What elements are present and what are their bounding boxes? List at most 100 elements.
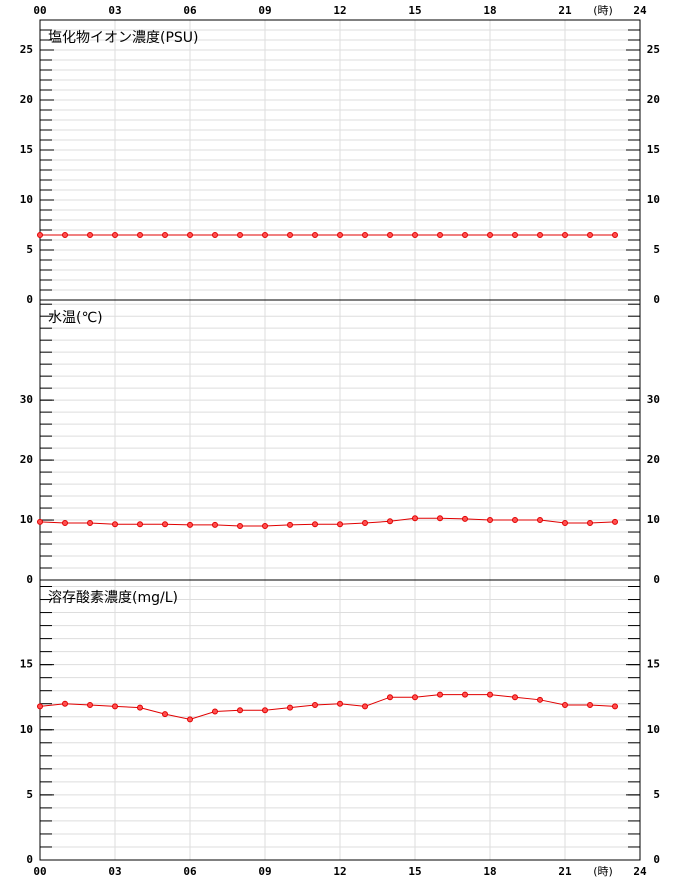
data-point [412, 694, 418, 701]
data-point [187, 716, 193, 723]
panel-title: 塩化物イオン濃度(PSU) [48, 30, 199, 46]
y-tick-label: 10 [20, 513, 33, 526]
x-tick-label: 03 [108, 4, 121, 17]
data-point [587, 520, 593, 527]
data-point [512, 517, 518, 524]
data-point [462, 515, 468, 522]
y-tick-label: 0 [26, 573, 33, 586]
series-line [39, 517, 616, 527]
x-tick-label: 09 [258, 4, 271, 17]
data-point [62, 700, 68, 707]
x-tick-label: 15 [408, 4, 421, 17]
data-point [437, 515, 443, 522]
data-point [87, 520, 93, 527]
y-tick-label-right: 10 [647, 723, 660, 736]
panel-frame [39, 579, 641, 861]
data-point [37, 232, 43, 238]
data-point [612, 232, 618, 238]
data-point [337, 232, 343, 238]
data-point [62, 520, 68, 527]
y-tick-label: 10 [20, 723, 33, 736]
data-point [112, 521, 118, 528]
data-point [162, 711, 168, 718]
x-tick-label: 18 [483, 4, 496, 17]
x-tick-label: 06 [183, 4, 197, 17]
data-point [287, 704, 293, 711]
data-point [587, 232, 593, 238]
data-point [362, 520, 368, 527]
data-point [262, 707, 268, 714]
x-tick-label: 21 [558, 4, 572, 17]
data-point [462, 691, 468, 698]
x-tick-label: 21 [558, 865, 572, 878]
data-point [212, 232, 218, 238]
y-tick-label: 20 [20, 93, 33, 106]
data-point [462, 232, 468, 238]
y-tick-label-right: 0 [653, 853, 660, 866]
y-tick-label: 5 [26, 243, 33, 256]
data-point [212, 521, 218, 528]
data-point [537, 696, 543, 703]
data-point [587, 702, 593, 709]
data-point [137, 704, 143, 711]
x-tick-label: 24 [633, 4, 647, 17]
data-point [87, 702, 93, 709]
data-point [512, 694, 518, 701]
x-tick-label: 15 [408, 865, 421, 878]
data-point [612, 518, 618, 525]
data-point [312, 521, 318, 528]
data-point [62, 232, 68, 238]
x-unit-label: (時) [593, 4, 613, 17]
data-point [487, 691, 493, 698]
y-tick-label: 0 [26, 853, 33, 866]
x-tick-label: 12 [333, 865, 346, 878]
x-tick-label: 00 [33, 4, 46, 17]
y-tick-label: 0 [26, 293, 33, 306]
x-tick-label: 06 [183, 865, 197, 878]
y-tick-label-right: 15 [647, 143, 660, 156]
x-tick-label: 09 [258, 865, 271, 878]
y-tick-label: 15 [20, 658, 33, 671]
data-point [137, 232, 143, 238]
data-point [262, 232, 268, 238]
y-tick-label: 10 [20, 193, 33, 206]
panel-title: 水温(℃) [48, 310, 103, 326]
y-tick-label: 20 [20, 453, 33, 466]
y-tick-label-right: 20 [647, 93, 660, 106]
data-point [562, 232, 568, 238]
y-tick-label-right: 30 [647, 393, 660, 406]
panel-title: 溶存酸素濃度(mg/L) [48, 590, 178, 606]
data-point [487, 232, 493, 238]
data-point [537, 232, 543, 238]
data-point [262, 523, 268, 530]
y-tick-label-right: 10 [647, 513, 660, 526]
data-point [437, 232, 443, 238]
data-point [112, 703, 118, 710]
y-tick-label-right: 0 [653, 573, 660, 586]
data-point [387, 518, 393, 525]
y-tick-label: 5 [26, 788, 33, 801]
data-point [512, 232, 518, 238]
data-point [237, 707, 243, 714]
y-tick-label: 15 [20, 143, 33, 156]
data-point [537, 517, 543, 524]
x-tick-label: 12 [333, 4, 346, 17]
data-point [237, 523, 243, 530]
data-point [187, 521, 193, 528]
data-point [562, 702, 568, 709]
data-point [412, 515, 418, 522]
x-unit-label: (時) [593, 865, 613, 878]
y-tick-label-right: 15 [647, 658, 660, 671]
y-tick-label-right: 20 [647, 453, 660, 466]
y-tick-label: 25 [20, 43, 33, 56]
data-point [162, 232, 168, 238]
data-point [362, 703, 368, 710]
data-point [37, 703, 43, 710]
data-point [412, 232, 418, 238]
data-point [487, 517, 493, 524]
data-point [562, 520, 568, 527]
data-point [312, 702, 318, 709]
data-point [87, 232, 93, 238]
